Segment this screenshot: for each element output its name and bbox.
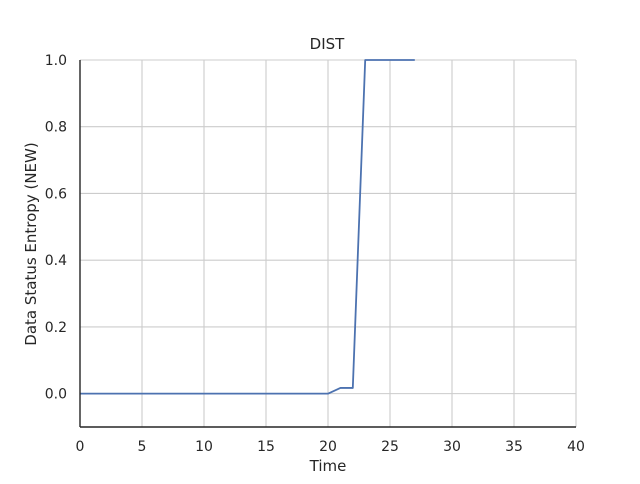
x-tick-label: 25 xyxy=(381,439,399,455)
x-tick-label: 35 xyxy=(505,439,523,455)
ticks-layer: 0 5 10 15 20 25 30 35 40 0.0 0.2 0.4 0.6 0.8 1.0 xyxy=(45,53,585,455)
y-tick-label: 0.0 xyxy=(45,387,67,403)
y-tick-label: 0.2 xyxy=(45,320,67,336)
y-tick-label: 0.6 xyxy=(45,186,67,202)
y-tick-label: 0.8 xyxy=(45,120,67,136)
x-tick-label: 30 xyxy=(443,439,461,455)
series-line xyxy=(80,59,415,395)
grid-layer xyxy=(79,59,577,427)
x-tick-label: 10 xyxy=(195,439,213,455)
y-axis-label: Data Status Entropy (NEW) xyxy=(22,142,40,345)
x-tick-label: 0 xyxy=(76,439,85,455)
x-tick-label: 40 xyxy=(567,439,585,455)
axes-layer xyxy=(79,60,576,428)
x-axis-label: Time xyxy=(309,457,347,475)
chart-title: DIST xyxy=(310,35,345,53)
series-layer xyxy=(80,59,415,395)
y-tick-label: 1.0 xyxy=(45,53,67,69)
x-tick-label: 15 xyxy=(257,439,275,455)
y-tick-label: 0.4 xyxy=(45,253,67,269)
x-tick-label: 5 xyxy=(138,439,147,455)
x-tick-label: 20 xyxy=(319,439,337,455)
